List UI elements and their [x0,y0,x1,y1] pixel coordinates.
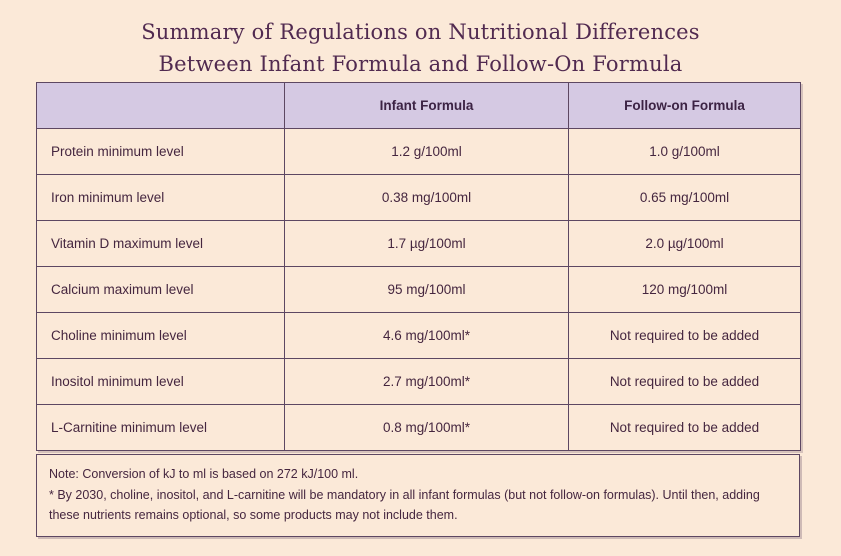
table-header-row: Infant Formula Follow-on Formula [36,82,801,129]
table-row: Calcium maximum level 95 mg/100ml 120 mg… [36,266,801,313]
cell-inositol-follow-on: Not required to be added [568,358,801,405]
header-cell-infant-formula: Infant Formula [284,82,569,129]
page-title: Summary of Regulations on Nutritional Di… [0,16,841,80]
table-row: Inositol minimum level 2.7 mg/100ml* Not… [36,358,801,405]
table-row: Vitamin D maximum level 1.7 µg/100ml 2.0… [36,220,801,267]
row-label-inositol: Inositol minimum level [36,358,285,405]
cell-choline-follow-on: Not required to be added [568,312,801,359]
row-label-l-carnitine: L-Carnitine minimum level [36,404,285,451]
row-label-iron: Iron minimum level [36,174,285,221]
cell-choline-infant: 4.6 mg/100ml* [284,312,569,359]
footnote-box: Note: Conversion of kJ to ml is based on… [36,454,800,537]
cell-iron-follow-on: 0.65 mg/100ml [568,174,801,221]
row-label-choline: Choline minimum level [36,312,285,359]
header-cell-blank [36,82,285,129]
page-title-line-2: Between Infant Formula and Follow-On For… [158,52,683,76]
cell-l-carnitine-infant: 0.8 mg/100ml* [284,404,569,451]
nutrition-table: Infant Formula Follow-on Formula Protein… [36,82,801,451]
header-cell-follow-on-formula: Follow-on Formula [568,82,801,129]
table-row: Protein minimum level 1.2 g/100ml 1.0 g/… [36,128,801,175]
cell-calcium-follow-on: 120 mg/100ml [568,266,801,313]
cell-iron-infant: 0.38 mg/100ml [284,174,569,221]
cell-vitamin-d-follow-on: 2.0 µg/100ml [568,220,801,267]
row-label-vitamin-d: Vitamin D maximum level [36,220,285,267]
cell-vitamin-d-infant: 1.7 µg/100ml [284,220,569,267]
cell-protein-infant: 1.2 g/100ml [284,128,569,175]
footnote-conversion: Note: Conversion of kJ to ml is based on… [49,467,359,481]
table-row: L-Carnitine minimum level 0.8 mg/100ml* … [36,404,801,451]
page-title-line-1: Summary of Regulations on Nutritional Di… [141,20,700,44]
cell-l-carnitine-follow-on: Not required to be added [568,404,801,451]
table-row: Choline minimum level 4.6 mg/100ml* Not … [36,312,801,359]
row-label-calcium: Calcium maximum level [36,266,285,313]
footnote-asterisk: * By 2030, choline, inositol, and L-carn… [49,487,760,523]
cell-calcium-infant: 95 mg/100ml [284,266,569,313]
cell-protein-follow-on: 1.0 g/100ml [568,128,801,175]
cell-inositol-infant: 2.7 mg/100ml* [284,358,569,405]
table-row: Iron minimum level 0.38 mg/100ml 0.65 mg… [36,174,801,221]
row-label-protein: Protein minimum level [36,128,285,175]
